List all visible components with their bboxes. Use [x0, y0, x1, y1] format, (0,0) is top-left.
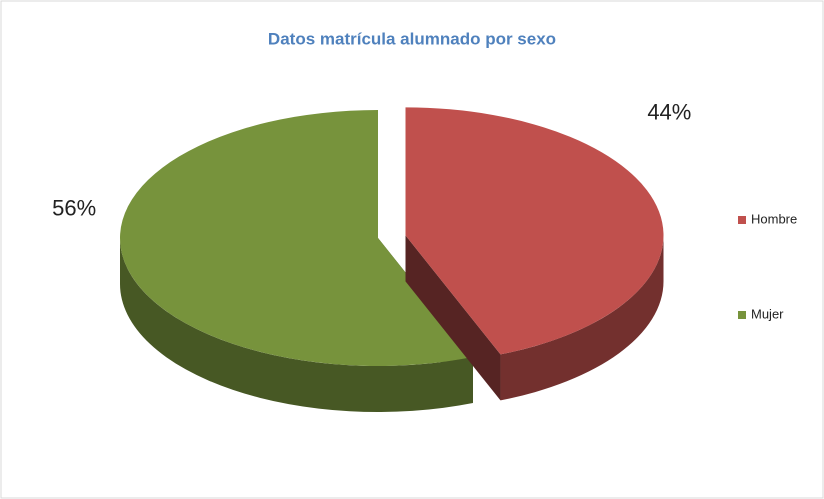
- legend-label: Hombre: [751, 211, 797, 226]
- legend-label: Mujer: [751, 306, 784, 321]
- legend-swatch: [738, 216, 746, 224]
- slice-side: [120, 238, 473, 412]
- data-label: 44%: [647, 99, 691, 124]
- data-label: 56%: [52, 196, 96, 221]
- slice-side: [500, 235, 664, 401]
- legend-swatch: [738, 311, 746, 319]
- slice: [405, 107, 664, 355]
- slice-cut-wall: [405, 235, 501, 401]
- slice: [120, 110, 473, 366]
- chart-title: Datos matrícula alumnado por sexo: [268, 29, 556, 48]
